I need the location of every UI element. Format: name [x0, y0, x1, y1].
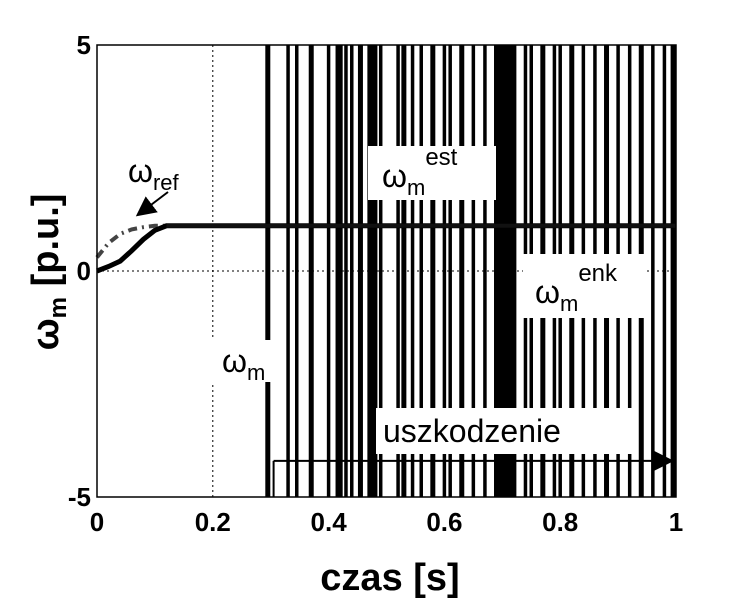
x-tick-label: 0.2 [195, 507, 231, 537]
annotation-background [523, 254, 647, 318]
fault-marker [272, 450, 674, 497]
annotation-omega-m: ωm [222, 343, 265, 385]
annotation-fault: uszkodzenie [383, 413, 561, 449]
annotation-background [210, 340, 280, 382]
y-tick-label: 0 [77, 256, 91, 286]
annotation-background [376, 408, 632, 454]
x-tick-label: 0 [90, 507, 104, 537]
y-tick-label: 5 [77, 30, 91, 60]
y-axis-label-rest: [p.u.] [25, 194, 67, 297]
series-line-1 [96, 223, 676, 274]
annotation-background [368, 146, 496, 200]
annotation-omega-ref: ωref [128, 153, 180, 195]
y-axis-label: ωm [p.u.] [25, 194, 72, 351]
x-axis-label: czas [s] [320, 557, 459, 599]
x-tick-label: 0.8 [542, 507, 578, 537]
y-axis-label-base: ω [25, 318, 67, 350]
y-axis-label-sub: m [45, 297, 72, 318]
annotation-omega-m-est: ωmest [382, 144, 458, 200]
annotation-boxes [210, 146, 647, 454]
annotation-omega-m-enk: ωmenk [535, 260, 618, 316]
y-tick-label: -5 [68, 482, 91, 512]
series-lines [95, 223, 676, 274]
series-line-0 [95, 223, 676, 259]
encoder-dense-band [496, 45, 514, 497]
annotation-omega-ref-arrow [135, 191, 169, 217]
x-tick-label: 0.4 [311, 507, 348, 537]
plot-frame [96, 44, 677, 498]
x-tick-label: 0.6 [426, 507, 462, 537]
tick-labels: 0 0.2 0.4 0.6 0.8 150-5 [68, 30, 683, 537]
x-tick-label: 1 [669, 507, 683, 537]
